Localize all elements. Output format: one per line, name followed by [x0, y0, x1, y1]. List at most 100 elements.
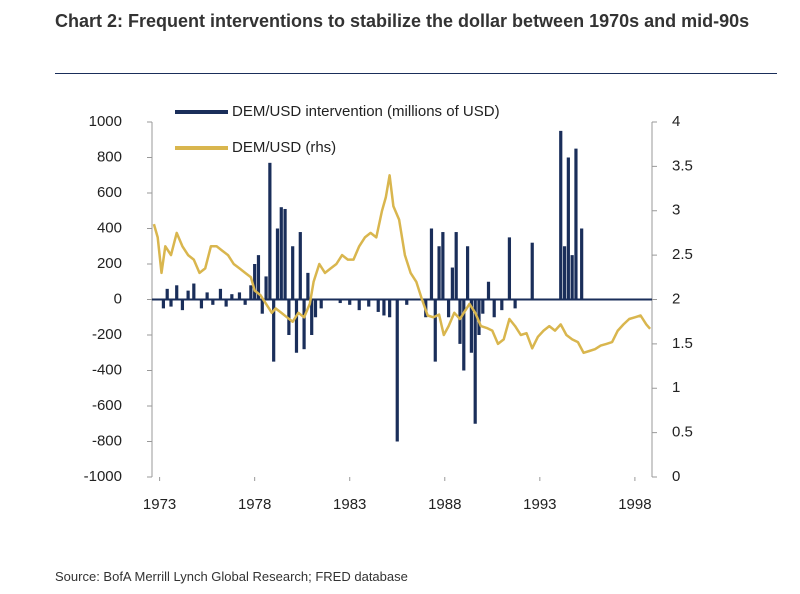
bar: [433, 299, 437, 362]
bar: [253, 264, 257, 300]
chart-title: Chart 2: Frequent interventions to stabi…: [55, 11, 750, 31]
bar: [291, 246, 295, 300]
legend-label: DEM/USD intervention (millions of USD): [232, 103, 500, 120]
y2-tick-label: 2.5: [672, 246, 693, 263]
bar: [486, 281, 491, 300]
y-tick-label: 400: [97, 219, 122, 236]
y2-tick-label: 3.5: [672, 157, 693, 174]
bar: [175, 285, 179, 300]
bar: [298, 232, 302, 300]
y2-tick-label: 0: [672, 468, 680, 485]
x-tick-label: 1998: [618, 496, 651, 513]
y2-tick-label: 4: [672, 113, 680, 130]
y2-tick-label: 0.5: [672, 424, 693, 441]
bar: [283, 208, 287, 300]
bar: [454, 232, 458, 300]
y2-tick-label: 2: [672, 290, 680, 307]
y-tick-label: 0: [114, 290, 122, 307]
bar: [450, 267, 454, 300]
bar: [446, 299, 451, 318]
bar: [500, 299, 504, 311]
bar: [243, 299, 247, 305]
bar: [429, 228, 434, 300]
bar: [218, 288, 223, 300]
x-tick-label: 1973: [143, 496, 176, 513]
bar: [507, 237, 512, 300]
bar: [437, 246, 441, 300]
bar: [477, 299, 481, 335]
bar: [272, 299, 276, 362]
y-tick-label: 1000: [89, 113, 122, 130]
y-tick-label: 600: [97, 184, 122, 201]
bar: [395, 299, 399, 442]
bar: [348, 299, 352, 305]
bar: [458, 299, 462, 344]
y2-tick-label: 3: [672, 202, 680, 219]
bar: [275, 228, 280, 300]
y-tick-label: -600: [92, 397, 122, 414]
y-tick-label: -200: [92, 326, 122, 343]
bar: [357, 299, 361, 311]
bar: [169, 299, 173, 307]
y-tick-label: 200: [97, 255, 122, 272]
bar: [180, 299, 185, 311]
bar: [256, 255, 261, 300]
bar: [566, 157, 570, 300]
bar: [580, 228, 584, 300]
title-rule: [55, 73, 777, 74]
legend-label: DEM/USD (rhs): [232, 139, 336, 156]
bar: [473, 299, 477, 424]
bar: [405, 299, 409, 305]
bar: [530, 242, 534, 300]
bar: [574, 148, 578, 300]
bar: [264, 276, 268, 300]
bar: [513, 299, 517, 309]
bar: [199, 299, 204, 309]
bar: [367, 299, 371, 307]
x-tick-label: 1993: [523, 496, 556, 513]
bar: [224, 299, 228, 307]
bar: [492, 299, 496, 318]
y2-tick-label: 1.5: [672, 335, 693, 352]
bar: [388, 299, 392, 318]
bar: [205, 292, 209, 300]
bar: [249, 285, 253, 300]
bar: [161, 299, 166, 309]
x-tick-label: 1978: [238, 496, 271, 513]
bar: [211, 299, 215, 305]
bar: [441, 232, 445, 300]
x-tick-label: 1983: [333, 496, 366, 513]
bar: [230, 294, 234, 300]
bar: [260, 299, 264, 314]
bar: [465, 246, 470, 300]
bar: [462, 299, 466, 371]
bar: [302, 299, 306, 350]
x-tick-label: 1988: [428, 496, 461, 513]
bar: [237, 292, 242, 300]
bar: [294, 299, 299, 353]
bar: [481, 299, 485, 314]
y-tick-label: -800: [92, 432, 122, 449]
bar: [570, 255, 574, 300]
bar: [562, 246, 567, 300]
bar: [338, 299, 342, 304]
y-tick-label: 800: [97, 148, 122, 165]
bar: [165, 288, 169, 300]
bar: [319, 299, 323, 309]
bar: [268, 162, 272, 300]
source-note: Source: BofA Merrill Lynch Global Resear…: [55, 569, 408, 584]
y2-tick-label: 1: [672, 379, 680, 396]
bar: [192, 283, 196, 300]
y-tick-label: -400: [92, 361, 122, 378]
bar: [310, 299, 314, 335]
bar: [313, 299, 318, 318]
bar: [306, 272, 310, 300]
bar: [279, 207, 283, 300]
y-tick-label: -1000: [84, 468, 122, 485]
bar: [376, 299, 380, 312]
line: [152, 174, 652, 355]
bar: [382, 299, 386, 316]
bar: [469, 299, 473, 353]
bar: [559, 130, 563, 300]
